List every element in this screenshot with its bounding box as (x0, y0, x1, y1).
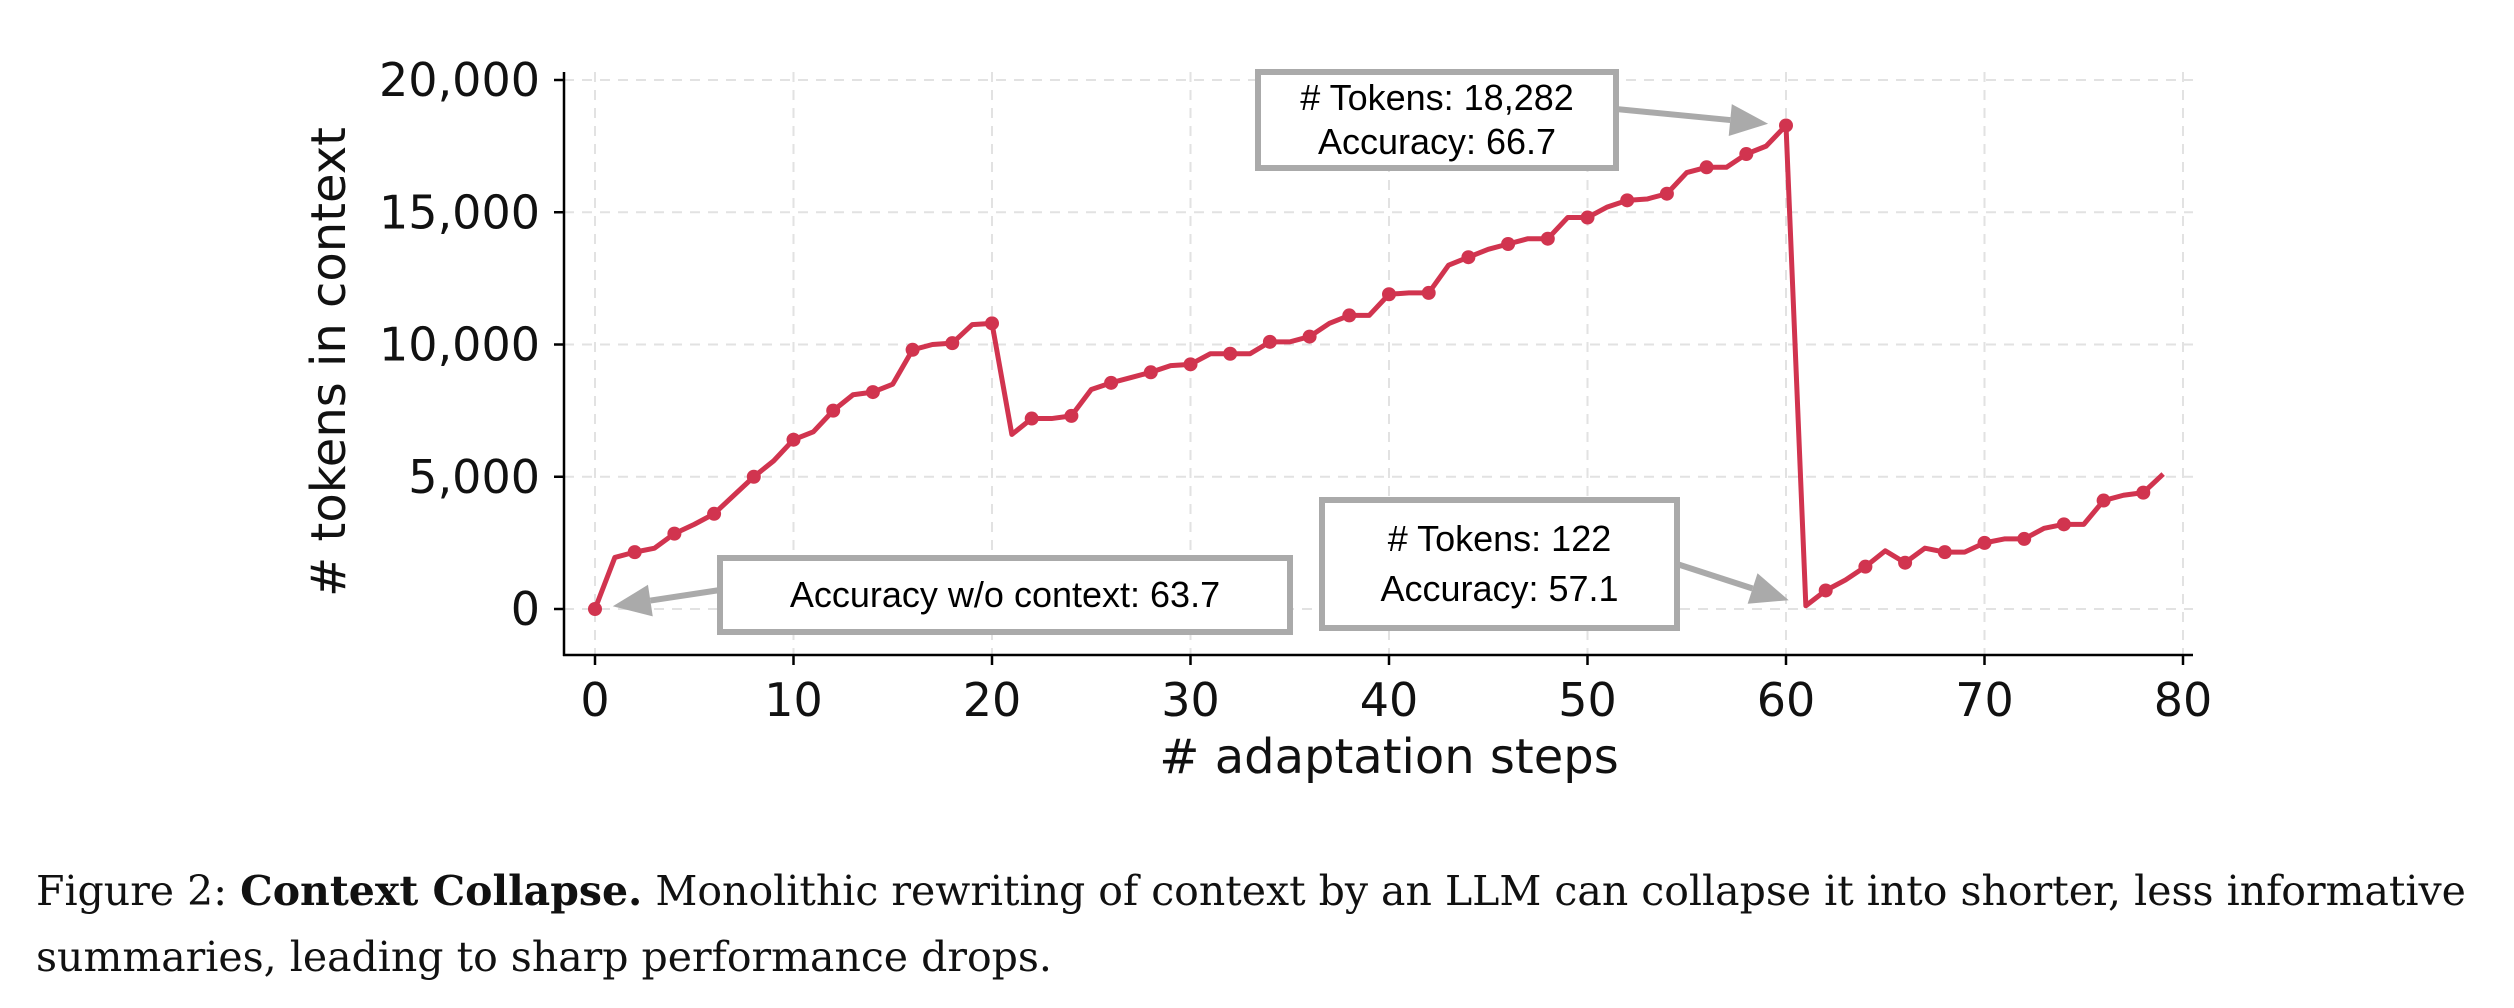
annotation-box (1255, 69, 1619, 171)
figure-caption: Figure 2: Context Collapse. Monolithic r… (36, 858, 2496, 990)
x-tick-label: 10 (764, 673, 823, 727)
x-tick-label: 70 (1955, 673, 2014, 727)
arrow-head-icon (1747, 573, 1789, 604)
data-point (1382, 287, 1396, 302)
data-point (865, 385, 880, 400)
data-point (1104, 375, 1119, 390)
arrow-head-icon (1728, 104, 1769, 136)
data-point (1421, 285, 1436, 300)
data-point (1818, 583, 1833, 598)
data-point (826, 403, 841, 418)
data-point (588, 602, 602, 616)
x-tick-label: 40 (1360, 673, 1419, 727)
annotation-text: # Tokens: 18,282 (1300, 77, 1574, 118)
data-point (1937, 545, 1952, 560)
x-tick-label: 50 (1558, 673, 1617, 727)
x-tick-label: 30 (1161, 673, 1220, 727)
data-point (667, 526, 682, 541)
data-point (1739, 147, 1754, 162)
data-point (2096, 493, 2111, 508)
annotation-arrow (1615, 106, 1731, 124)
data-point (1977, 535, 1992, 550)
data-point (1064, 408, 1079, 423)
annotation-arrow (1676, 561, 1754, 592)
data-point (1223, 346, 1238, 361)
annotation-arrow (649, 587, 721, 604)
annotation-text: # Tokens: 122 (1388, 518, 1612, 559)
data-point (1262, 334, 1277, 349)
data-point (1461, 250, 1476, 265)
data-point (1540, 231, 1555, 246)
annotation-box (1319, 497, 1680, 631)
data-point (1858, 559, 1873, 574)
data-point (1659, 186, 1674, 201)
data-point (1580, 210, 1595, 225)
data-point (905, 342, 920, 357)
data-point (1183, 357, 1198, 372)
data-point (786, 432, 801, 447)
x-axis-label: # adaptation steps (1159, 729, 1619, 785)
x-tick-label: 80 (2154, 673, 2213, 727)
data-point (627, 545, 642, 560)
y-tick-label: 5,000 (408, 450, 540, 504)
data-point (985, 316, 999, 331)
data-point (1302, 329, 1317, 344)
caption-label: Figure 2: (36, 867, 228, 915)
axes (562, 72, 2193, 657)
y-tick-label: 15,000 (379, 185, 540, 239)
data-point (2056, 517, 2071, 532)
data-point (1501, 236, 1516, 251)
y-tick-label: 0 (511, 582, 540, 636)
x-tick-label: 60 (1757, 673, 1816, 727)
data-point (746, 469, 761, 484)
annotation-text: Accuracy w/o context: 63.7 (790, 574, 1220, 615)
y-tick-label: 20,000 (379, 53, 540, 107)
annotation-2: # Tokens: 122 Accuracy: 57.1 (1319, 497, 1789, 631)
y-axis-label: # tokens in context (301, 127, 357, 597)
arrow-head-icon (612, 584, 653, 617)
annotation-3: Accuracy w/o context: 63.7 (612, 555, 1293, 635)
y-tick-label: 10,000 (379, 318, 540, 372)
data-point (707, 506, 722, 521)
data-point (1779, 118, 1793, 133)
data-point (2136, 485, 2151, 500)
data-point (1898, 555, 1913, 570)
x-tick-label: 0 (580, 673, 609, 727)
data-point (1024, 411, 1039, 426)
annotation-text: Accuracy: 57.1 (1380, 568, 1618, 609)
data-point (945, 336, 960, 351)
data-point (1699, 160, 1714, 175)
data-point (1143, 365, 1158, 380)
caption-title: Context Collapse. (240, 867, 643, 915)
data-point (2017, 531, 2032, 546)
data-point (1620, 193, 1635, 208)
annotation-text: Accuracy: 66.7 (1318, 121, 1556, 162)
x-tick-label: 20 (963, 673, 1022, 727)
caption-text: Monolithic rewriting of context by an LL… (36, 867, 2466, 981)
annotation-box (717, 555, 1293, 635)
data-point (1342, 308, 1357, 323)
